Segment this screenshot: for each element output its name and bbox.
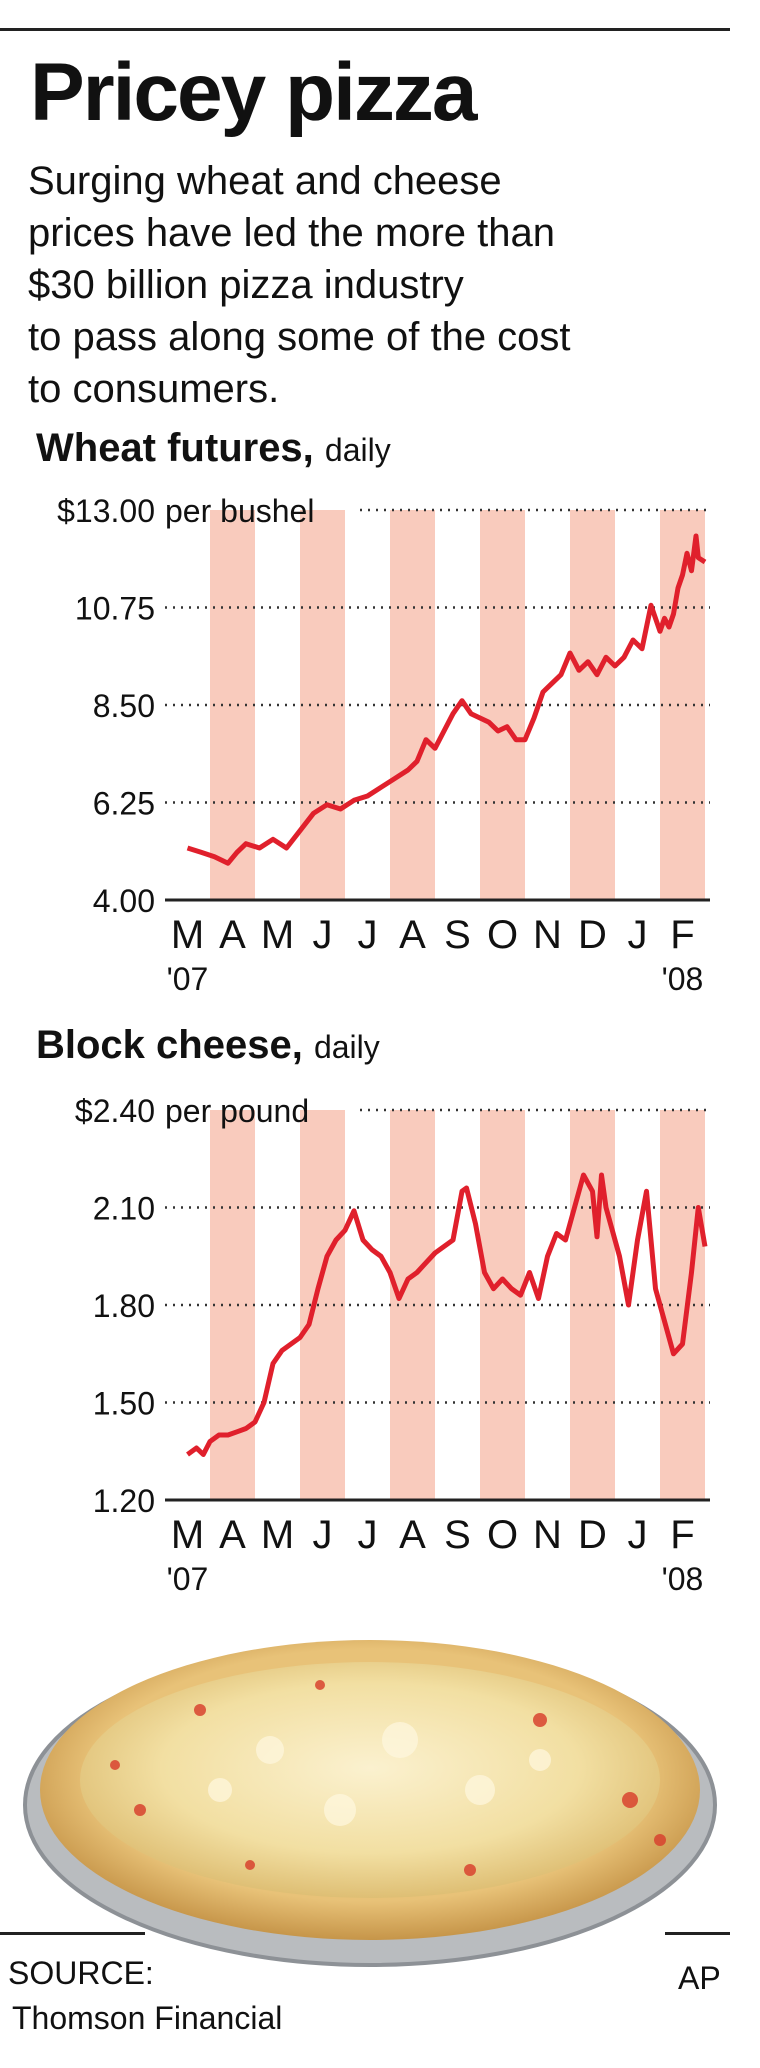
wheat-series-line xyxy=(186,533,707,866)
cheese-month-label: J xyxy=(313,1513,333,1557)
credit-label: AP xyxy=(678,1960,721,1996)
wheat-band xyxy=(570,510,615,900)
wheat-chart-heading: Wheat futures, daily xyxy=(36,428,391,468)
cheese-ytick-label: 1.20 xyxy=(93,1483,155,1519)
source-value: Thomson Financial xyxy=(12,2000,283,2036)
cheese-pizza-photo xyxy=(23,1640,717,1967)
wheat-month-label: D xyxy=(578,913,607,957)
sauce-spots xyxy=(110,1680,666,1876)
cheese-band xyxy=(390,1110,435,1500)
intro-line: to consumers. xyxy=(28,367,280,411)
wheat-month-label: A xyxy=(399,913,426,957)
wheat-chart-title: Wheat futures, xyxy=(36,426,314,470)
wheat-ytick-label: 10.75 xyxy=(75,591,155,627)
cheese-month-label: F xyxy=(670,1513,694,1557)
cheese-texture xyxy=(208,1722,551,1826)
wheat-month-label: M xyxy=(261,913,294,957)
cheese-ytick-label: 2.10 xyxy=(93,1191,155,1227)
wheat-band xyxy=(210,510,255,900)
wheat-ytick-label: $13.00 xyxy=(57,493,155,529)
cheese-month-label: M xyxy=(261,1513,294,1557)
cheese-band xyxy=(570,1110,615,1500)
top-rule xyxy=(0,28,730,31)
bottom-rule-right xyxy=(665,1932,730,1935)
cheese-month-label: J xyxy=(628,1513,648,1557)
pizza-cheese xyxy=(80,1662,660,1898)
cheese-ytick-label: 1.50 xyxy=(93,1386,155,1422)
cheese-band xyxy=(210,1110,255,1500)
wheat-month-label: O xyxy=(487,913,518,957)
cheese-year-label: '07 xyxy=(167,1561,209,1597)
wheat-chart-subtitle: daily xyxy=(324,432,391,468)
cheese-band xyxy=(660,1110,705,1500)
wheat-ytick-label: 6.25 xyxy=(93,786,155,822)
cheese-ytick-label: $2.40 xyxy=(75,1093,155,1129)
wheat-ytick-label: 8.50 xyxy=(93,688,155,724)
intro-text: Surging wheat and cheese prices have led… xyxy=(28,155,718,415)
wheat-unit-label: per bushel xyxy=(165,493,314,529)
wheat-year-label: '08 xyxy=(662,961,704,997)
intro-line: Surging wheat and cheese xyxy=(28,159,502,203)
cheese-ytick-label: 1.80 xyxy=(93,1288,155,1324)
cheese-month-label: O xyxy=(487,1513,518,1557)
wheat-month-label: J xyxy=(358,913,378,957)
wheat-band xyxy=(390,510,435,900)
wheat-year-label: '07 xyxy=(167,961,209,997)
cheese-series-line xyxy=(186,1172,708,1457)
graphic-title: Pricey pizza xyxy=(30,47,477,138)
wheat-month-label: F xyxy=(670,913,694,957)
wheat-month-label: J xyxy=(313,913,333,957)
intro-line: to pass along some of the cost xyxy=(28,315,571,359)
cheese-chart-heading: Block cheese, daily xyxy=(36,1025,380,1065)
source-label: SOURCE: xyxy=(8,1955,154,1991)
bottom-rule-left xyxy=(0,1932,145,1935)
cheese-month-label: M xyxy=(171,1513,204,1557)
cheese-band xyxy=(300,1110,345,1500)
intro-line: $30 billion pizza industry xyxy=(28,263,464,307)
wheat-month-label: N xyxy=(533,913,562,957)
cheese-chart-subtitle: daily xyxy=(313,1029,380,1065)
cheese-month-label: J xyxy=(358,1513,378,1557)
cheese-month-label: D xyxy=(578,1513,607,1557)
cheese-chart-title: Block cheese, xyxy=(36,1023,303,1067)
cheese-month-label: A xyxy=(219,1513,246,1557)
cheese-year-label: '08 xyxy=(662,1561,704,1597)
wheat-band xyxy=(300,510,345,900)
wheat-month-label: S xyxy=(444,913,471,957)
cheese-unit-label: per pound xyxy=(165,1093,309,1129)
cheese-month-label: S xyxy=(444,1513,471,1557)
wheat-month-label: M xyxy=(171,913,204,957)
intro-line: prices have led the more than xyxy=(28,211,555,255)
cheese-month-label: N xyxy=(533,1513,562,1557)
wheat-month-label: A xyxy=(219,913,246,957)
wheat-month-label: J xyxy=(628,913,648,957)
wheat-ytick-label: 4.00 xyxy=(93,883,155,919)
cheese-month-label: A xyxy=(399,1513,426,1557)
